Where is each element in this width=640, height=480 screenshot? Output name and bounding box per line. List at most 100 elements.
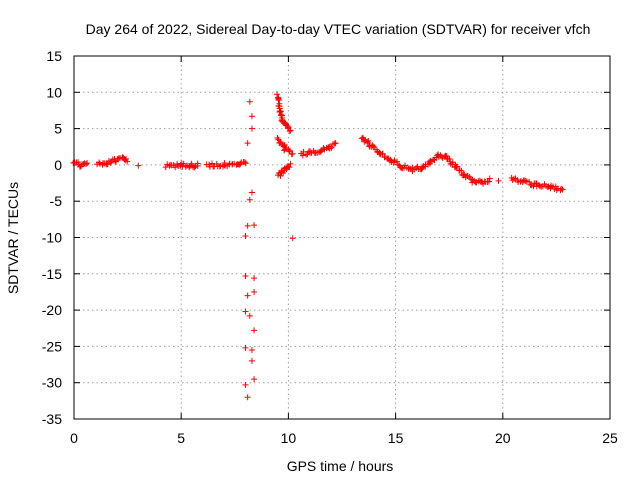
data-point — [241, 159, 248, 166]
data-point — [300, 148, 307, 155]
data-point — [484, 179, 491, 186]
data-point — [379, 150, 386, 157]
y-tick-label: 15 — [46, 48, 62, 64]
data-point — [244, 292, 251, 299]
data-point — [172, 164, 179, 171]
data-point — [194, 162, 201, 169]
data-point — [364, 138, 371, 145]
data-point — [82, 160, 89, 167]
data-point — [251, 222, 258, 229]
data-point — [84, 160, 91, 167]
data-point — [246, 196, 253, 203]
x-tick-labels: 0 5 10 15 20 25 — [70, 430, 618, 446]
data-point — [246, 312, 253, 319]
y-tick-labels: -35 -30 -25 -20 -15 -10 -5 0 5 10 15 — [42, 48, 62, 427]
x-tick-label: 0 — [70, 430, 78, 446]
data-point — [244, 140, 251, 147]
data-point — [191, 164, 198, 171]
x-axis-label: GPS time / hours — [287, 458, 394, 474]
data-point — [331, 140, 338, 147]
y-tick-label: -5 — [50, 193, 63, 209]
data-point — [328, 144, 335, 151]
data-point — [96, 159, 103, 166]
x-tick-label: 20 — [495, 430, 511, 446]
grid-lines — [74, 56, 610, 419]
data-point — [286, 148, 293, 155]
data-point — [242, 344, 249, 351]
data-point — [365, 139, 372, 146]
data-point — [251, 376, 258, 383]
data-point — [278, 111, 285, 118]
data-point — [277, 172, 284, 179]
y-tick-label: -25 — [42, 338, 62, 354]
y-tick-label: -20 — [42, 302, 62, 318]
data-point — [332, 140, 339, 147]
data-point — [251, 275, 258, 282]
data-point — [246, 98, 253, 105]
data-point — [287, 127, 294, 134]
y-tick-label: -10 — [42, 230, 62, 246]
data-point — [242, 272, 249, 279]
data-point — [461, 171, 468, 178]
data-point — [242, 233, 249, 240]
data-point — [318, 148, 325, 155]
data-point — [454, 163, 461, 170]
data-point — [242, 381, 249, 388]
data-point — [495, 177, 502, 184]
data-point — [277, 108, 284, 115]
axis-ticks — [73, 55, 611, 420]
data-point — [242, 160, 249, 167]
data-point — [458, 167, 465, 174]
data-point — [485, 178, 492, 185]
data-point — [526, 178, 533, 185]
data-point — [248, 357, 255, 364]
data-point — [248, 347, 255, 354]
y-tick-label: -35 — [42, 411, 62, 427]
data-point — [406, 165, 413, 172]
data-point — [273, 91, 280, 98]
y-axis-label: SDTVAR / TECUs — [5, 182, 21, 294]
y-tick-label: 0 — [54, 157, 62, 173]
data-point — [286, 164, 293, 171]
data-markers — [70, 91, 566, 401]
data-point — [135, 162, 142, 169]
data-point — [180, 160, 187, 167]
data-point — [104, 161, 111, 168]
data-point — [251, 288, 258, 295]
chart-title: Day 264 of 2022, Sidereal Day-to-day VTE… — [86, 21, 591, 37]
data-point — [394, 158, 401, 165]
data-point — [559, 186, 566, 193]
data-point — [242, 308, 249, 315]
data-point — [244, 394, 251, 401]
data-point — [275, 97, 282, 104]
y-tick-label: -15 — [42, 266, 62, 282]
data-point — [287, 160, 294, 167]
data-point — [289, 235, 296, 242]
data-point — [251, 327, 258, 334]
data-point — [107, 159, 114, 166]
data-point — [248, 189, 255, 196]
data-point — [486, 175, 493, 182]
x-tick-label: 5 — [177, 430, 185, 446]
data-point — [281, 147, 288, 154]
y-tick-label: 10 — [46, 84, 62, 100]
data-point — [208, 160, 215, 167]
data-point — [558, 185, 565, 192]
data-point — [446, 155, 453, 162]
y-tick-label: 5 — [54, 121, 62, 137]
data-point — [237, 160, 244, 167]
data-point — [289, 150, 296, 157]
data-point — [124, 158, 131, 165]
data-point — [248, 113, 255, 120]
data-point — [370, 143, 377, 150]
data-point — [299, 152, 306, 159]
data-point — [244, 222, 251, 229]
data-point — [248, 125, 255, 132]
x-tick-label: 10 — [281, 430, 297, 446]
x-tick-label: 15 — [388, 430, 404, 446]
data-point — [522, 177, 529, 184]
data-point — [286, 147, 293, 154]
data-point — [286, 128, 293, 135]
y-tick-label: -30 — [42, 375, 62, 391]
